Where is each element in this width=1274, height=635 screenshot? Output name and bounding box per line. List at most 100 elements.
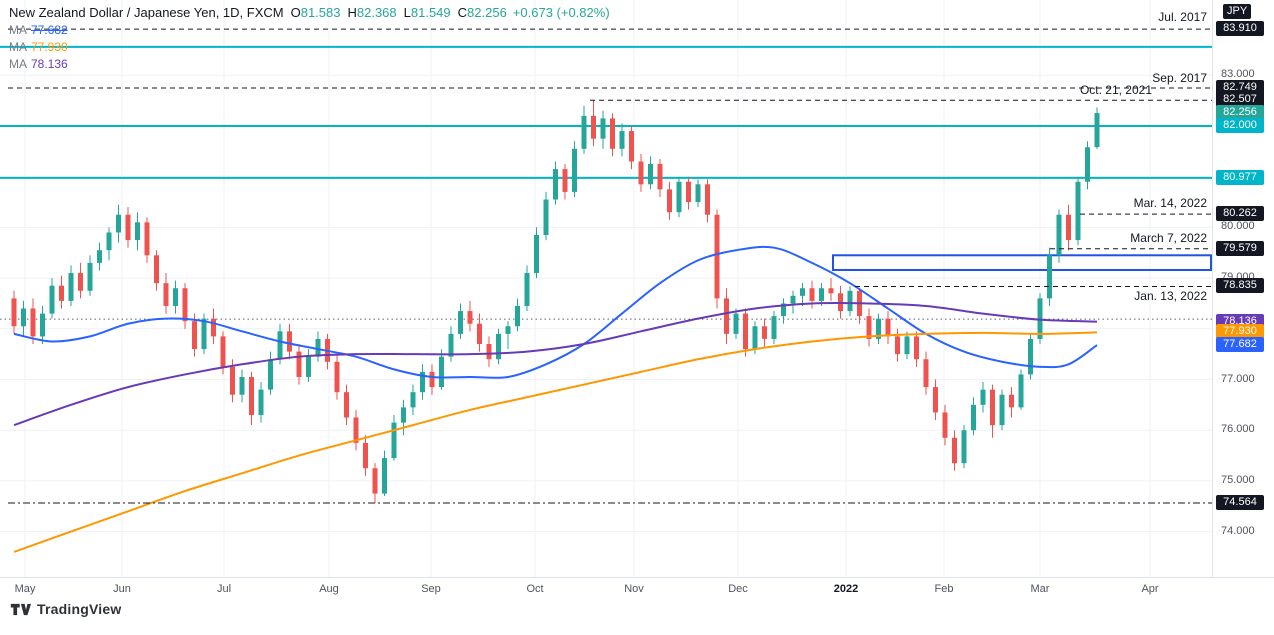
chart-legend: New Zealand Dollar / Japanese Yen, 1D, F… bbox=[9, 5, 610, 71]
candle bbox=[220, 336, 226, 367]
candle bbox=[144, 222, 150, 256]
candle bbox=[515, 305, 520, 327]
candle bbox=[87, 262, 93, 291]
candle bbox=[372, 468, 378, 494]
candle bbox=[135, 222, 140, 241]
time-label-2022: 2022 bbox=[833, 583, 859, 595]
candle bbox=[401, 407, 406, 423]
candle bbox=[543, 199, 549, 236]
price-label-80.262: 80.262 bbox=[1216, 206, 1264, 222]
candle bbox=[11, 298, 17, 327]
ohlc-open: O81.583 bbox=[291, 5, 341, 20]
candle bbox=[619, 131, 625, 149]
price-label-83.000: 83.000 bbox=[1221, 68, 1255, 81]
tradingview-logo[interactable]: TradingView bbox=[10, 601, 121, 617]
candle bbox=[819, 288, 824, 301]
price-label-74.000: 74.000 bbox=[1221, 524, 1255, 537]
candle bbox=[714, 214, 720, 299]
candle bbox=[505, 326, 511, 334]
ohlc-close: C82.256 bbox=[458, 5, 507, 20]
high-value: 82.368 bbox=[356, 5, 397, 20]
candle bbox=[59, 285, 64, 301]
price-label-82.749: 82.749 bbox=[1216, 80, 1264, 96]
candle bbox=[97, 250, 102, 263]
candle bbox=[40, 313, 45, 337]
candle bbox=[353, 417, 359, 443]
price-axis[interactable]: JPY 83.910 83.000 82.749 82.507 82.256 82.000 8… bbox=[1212, 0, 1274, 577]
rectangle-drawing[interactable] bbox=[832, 254, 1212, 271]
candle bbox=[363, 442, 368, 469]
price-label-82.256: 82.256 bbox=[1216, 105, 1264, 121]
candle bbox=[163, 283, 169, 306]
candle bbox=[116, 214, 121, 233]
time-label-Aug: Aug bbox=[319, 583, 339, 595]
candle bbox=[477, 323, 482, 345]
candle bbox=[743, 313, 748, 350]
price-label-77.930: 77.930 bbox=[1216, 324, 1264, 340]
candle bbox=[762, 326, 767, 339]
ma-orange-line[interactable] bbox=[13, 331, 1098, 553]
ma-purple-line[interactable] bbox=[13, 301, 1098, 427]
time-label-Dec: Dec bbox=[728, 583, 748, 595]
candle bbox=[173, 288, 178, 306]
ma-indicator-row-1[interactable]: MA 77.682 bbox=[9, 23, 610, 37]
candle bbox=[942, 412, 948, 438]
candle bbox=[125, 214, 131, 241]
ma-blue-line[interactable] bbox=[13, 245, 1098, 379]
candle bbox=[49, 285, 55, 314]
candle bbox=[154, 255, 159, 284]
change-value: +0.673 (+0.82%) bbox=[512, 5, 610, 20]
candle bbox=[990, 389, 995, 426]
price-label-78.835: 78.835 bbox=[1216, 278, 1264, 294]
candle bbox=[1037, 298, 1043, 339]
candle bbox=[1018, 374, 1024, 408]
candle bbox=[790, 295, 796, 304]
candle bbox=[1009, 394, 1014, 408]
close-label: C bbox=[457, 5, 468, 20]
candle bbox=[895, 336, 900, 355]
candle bbox=[648, 164, 653, 185]
price-label-76.000: 76.000 bbox=[1221, 423, 1255, 436]
candle bbox=[296, 351, 302, 377]
ma-indicator-row-3[interactable]: MA 78.136 bbox=[9, 57, 610, 71]
candle bbox=[733, 313, 739, 334]
ma-indicator-row-2[interactable]: MA 77.930 bbox=[9, 40, 610, 54]
grid-layer bbox=[0, 0, 1212, 577]
candle bbox=[686, 181, 691, 203]
candle bbox=[866, 316, 872, 339]
candlestick-chart[interactable] bbox=[0, 0, 1212, 577]
candle bbox=[591, 115, 596, 139]
candle bbox=[876, 318, 881, 339]
time-label-Oct: Oct bbox=[526, 583, 544, 595]
price-label-82.000: 82.000 bbox=[1216, 118, 1264, 133]
candle bbox=[211, 318, 216, 337]
candle bbox=[1094, 113, 1100, 148]
candle bbox=[391, 422, 397, 459]
candle bbox=[629, 131, 634, 162]
candle bbox=[771, 316, 777, 339]
candle bbox=[344, 392, 349, 418]
candle bbox=[30, 308, 36, 337]
price-label-83.910: 83.910 bbox=[1216, 21, 1264, 37]
candle bbox=[21, 308, 26, 327]
candle bbox=[334, 361, 340, 393]
ma-label: MA bbox=[9, 40, 27, 54]
candle bbox=[78, 273, 83, 291]
candle bbox=[486, 344, 492, 360]
candle bbox=[1085, 147, 1090, 182]
candle bbox=[657, 164, 663, 190]
symbol-title[interactable]: New Zealand Dollar / Japanese Yen, 1D, F… bbox=[9, 5, 284, 20]
candle bbox=[800, 288, 805, 296]
candle bbox=[638, 161, 644, 185]
price-label-80.000: 80.000 bbox=[1221, 220, 1255, 233]
candle bbox=[277, 331, 283, 360]
time-axis[interactable]: May Jun Jul Aug Sep Oct Nov Dec 2022 Feb Mar Apr bbox=[0, 577, 1274, 600]
candle bbox=[885, 318, 891, 337]
candle bbox=[1028, 338, 1033, 375]
candle bbox=[458, 311, 463, 334]
candle bbox=[1075, 181, 1081, 241]
close-value: 82.256 bbox=[467, 5, 507, 20]
candle bbox=[600, 118, 606, 139]
candle bbox=[429, 371, 435, 388]
ma-label: MA bbox=[9, 23, 27, 37]
